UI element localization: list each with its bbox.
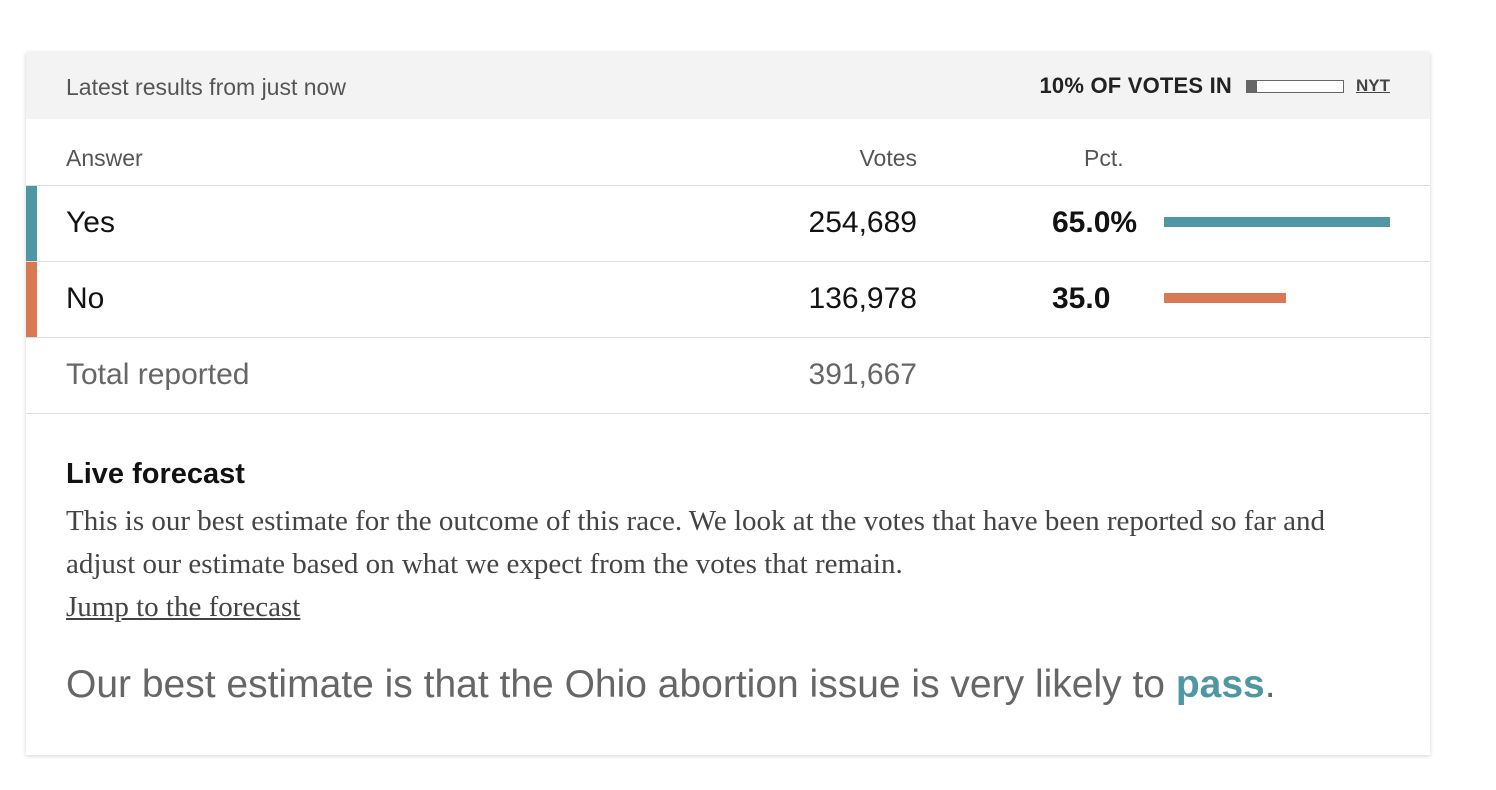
forecast-body: This is our best estimate for the outcom… <box>66 505 1326 580</box>
source-link[interactable]: NYT <box>1356 76 1390 95</box>
total-votes: 391,667 <box>808 358 917 391</box>
answer-votes: 254,689 <box>808 206 917 239</box>
column-header-votes: Votes <box>859 145 917 171</box>
answer-name: No <box>66 282 105 315</box>
forecast-title: Live forecast <box>66 458 245 490</box>
forecast-description: This is our best estimate for the outcom… <box>66 500 1396 629</box>
summary-suffix: . <box>1264 663 1276 706</box>
answer-pct: 65.0% <box>1052 206 1138 239</box>
last-updated-text: Latest results from just now <box>66 74 346 100</box>
column-header-answer: Answer <box>66 145 143 171</box>
answer-pct-bar <box>1164 217 1390 227</box>
results-card: Latest results from just now 10% OF VOTE… <box>26 52 1430 755</box>
live-forecast-section: Live forecast This is our best estimate … <box>26 414 1430 709</box>
votes-in-progress-bar <box>1246 79 1344 93</box>
total-label: Total reported <box>66 358 250 391</box>
answer-color-stripe <box>26 186 37 261</box>
summary-outcome: pass <box>1175 663 1265 706</box>
results-header: Latest results from just now 10% OF VOTE… <box>26 52 1430 119</box>
votes-in-progress-fill <box>1247 80 1257 92</box>
answer-name: Yes <box>66 206 115 239</box>
answer-pct-bar <box>1164 293 1286 303</box>
jump-to-forecast-link[interactable]: Jump to the forecast <box>66 591 301 623</box>
result-row-no: No 136,978 35.0 <box>26 262 1430 338</box>
answer-votes: 136,978 <box>808 282 917 315</box>
votes-in-label: 10% OF VOTES IN <box>1039 73 1232 98</box>
result-row-yes: Yes 254,689 65.0% <box>26 186 1430 262</box>
answer-color-stripe <box>26 262 37 337</box>
column-header-pct: Pct. <box>1084 145 1124 171</box>
answer-pct: 35.0 <box>1052 282 1111 315</box>
forecast-summary: Our best estimate is that the Ohio abort… <box>66 661 1390 709</box>
table-column-headers: Answer Votes Pct. <box>26 119 1430 186</box>
total-reported-row: Total reported 391,667 <box>26 338 1430 414</box>
votes-in-indicator: 10% OF VOTES IN NYT <box>1040 72 1391 100</box>
summary-prefix: Our best estimate is that the Ohio abort… <box>66 663 1176 706</box>
